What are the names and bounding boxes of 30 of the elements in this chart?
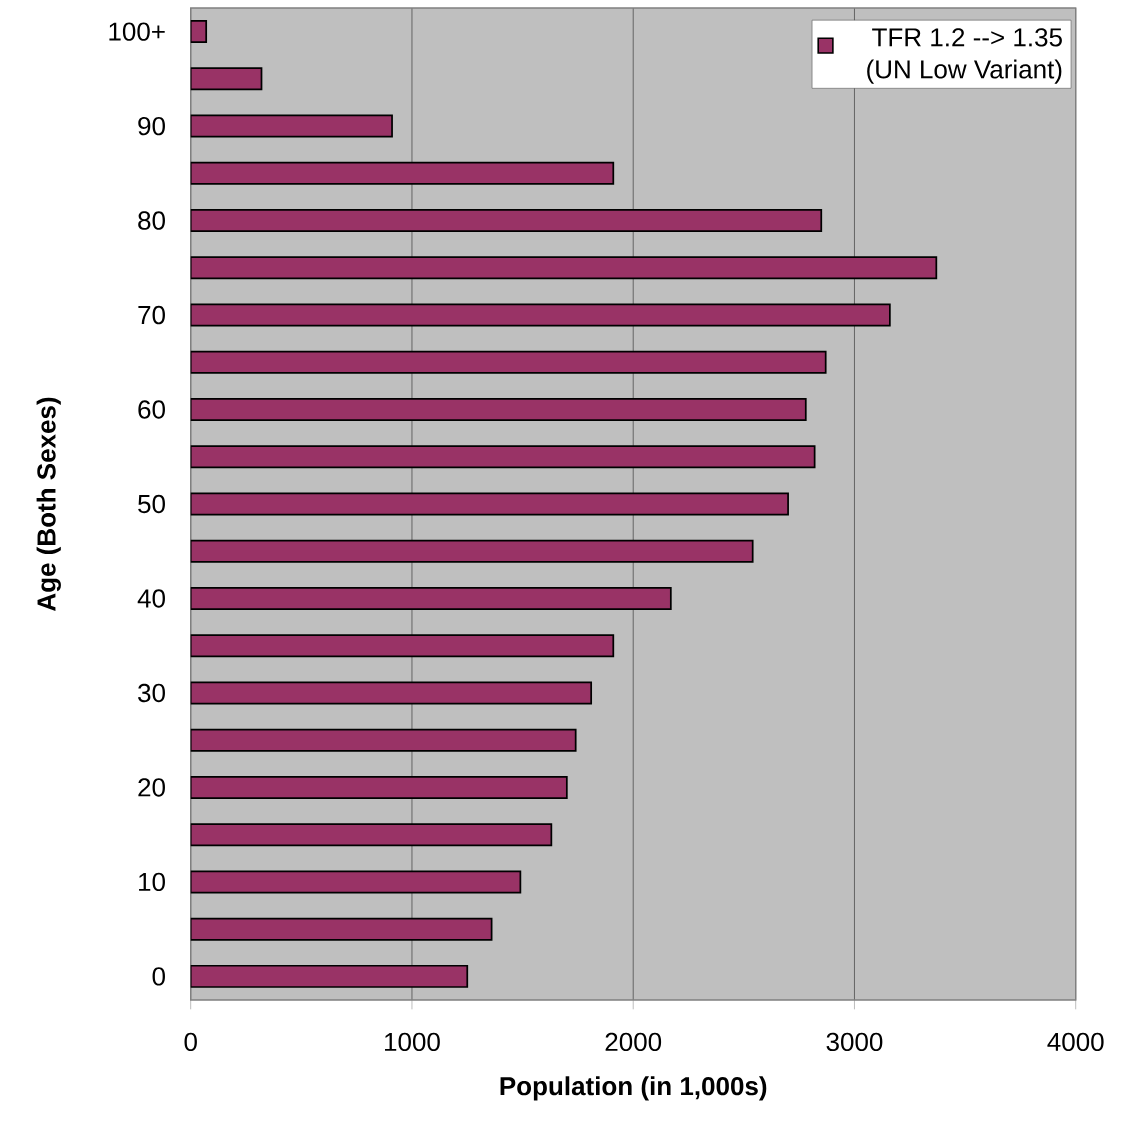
bar [190,67,263,91]
x-tick-label: 0 [184,1032,198,1052]
y-axis-title: Age (Both Sexes) [36,397,62,611]
bar [190,681,593,705]
x-tick-label: 3000 [826,1032,883,1052]
bar [190,870,522,894]
x-axis-title: Population (in 1,000s) [500,1076,767,1101]
bar [190,492,790,516]
y-tick-label: 60 [138,400,166,419]
y-tick-label: 70 [138,305,166,325]
y-tick-label: 10 [139,872,166,892]
y-tick-label: 0 [152,967,166,986]
bar [190,445,816,469]
bar [190,114,394,138]
x-tick-label: 2000 [605,1032,662,1052]
y-tick-label: 80 [138,211,166,230]
x-tick-label: 1000 [385,1032,440,1052]
bar [190,728,577,752]
y-tick-label: 30 [138,683,166,703]
y-tick-label: 50 [138,494,166,514]
y-tick-label: 100+ [109,22,165,41]
y-tick-label: 40 [137,589,166,608]
x-tick-label: 4000 [1047,1032,1104,1052]
bar [190,539,754,563]
y-tick-label: 90 [138,116,166,136]
y-tick-label: 20 [138,778,166,797]
bar [190,256,938,280]
bar [190,917,493,941]
bar [190,303,891,327]
legend-label: TFR 1.2 --> 1.35 (UN Low Variant) [867,28,1063,84]
